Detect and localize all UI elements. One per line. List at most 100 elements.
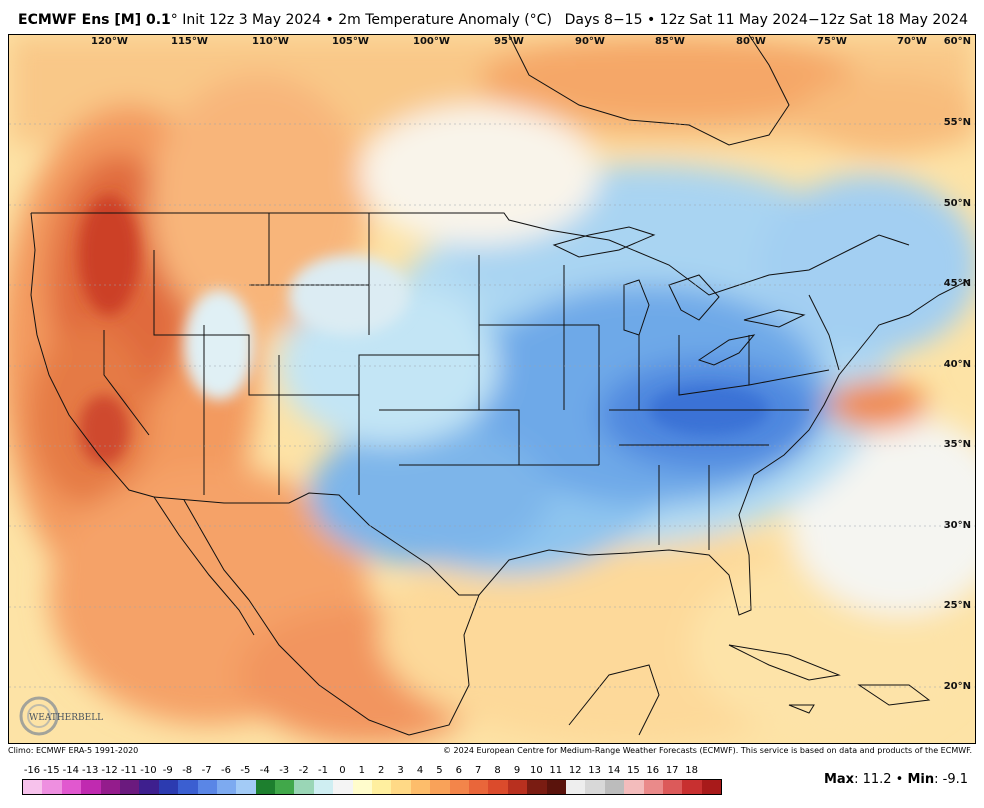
colorbar-swatch: [216, 780, 237, 794]
colorbar-swatch: [333, 780, 353, 794]
min-value: : -9.1: [934, 772, 968, 787]
colorbar-swatch: [100, 780, 120, 794]
max-label: Max: [823, 772, 855, 787]
colorbar-tick-label: -6: [221, 765, 231, 776]
colorbar-swatch: [81, 780, 101, 794]
lat-label: 60°N: [943, 36, 971, 47]
init-info: ° Init 12z 3 May 2024 • 2m Temperature A…: [170, 12, 552, 28]
colorbar-swatch: [255, 780, 276, 794]
colorbar-tick-label: 7: [475, 765, 482, 776]
colorbar-tick-label: -5: [240, 765, 251, 776]
colorbar-tick-label: 6: [455, 765, 462, 776]
header: ECMWF Ens [M] 0.1° Init 12z 3 May 2024 •…: [0, 0, 984, 34]
lon-label: 70°W: [897, 36, 927, 47]
colorbar-tick-label: -7: [201, 765, 212, 776]
colorbar-tick-label: -9: [162, 765, 173, 776]
map-canvas: [9, 35, 975, 743]
colorbar-swatch: [643, 780, 663, 794]
colorbar-swatch: [682, 780, 702, 794]
lon-label: 85°W: [655, 36, 685, 47]
anomaly-field: [9, 35, 975, 743]
title-left: ECMWF Ens [M] 0.1° Init 12z 3 May 2024 •…: [18, 12, 552, 28]
colorbar-tick-label: 13: [588, 765, 601, 776]
colorbar-swatch: [197, 780, 217, 794]
colorbar-tick-label: 3: [397, 765, 404, 776]
colorbar-swatch: [488, 780, 508, 794]
max-value: : 11.2 •: [854, 772, 908, 787]
colorbar-tick-label: 9: [513, 765, 521, 776]
lat-label: 55°N: [943, 117, 971, 128]
colorbar-swatch: [565, 780, 586, 794]
lat-label: 20°N: [943, 681, 971, 692]
boundaries: [30, 35, 970, 736]
colorbar-swatch: [23, 780, 43, 794]
colorbar-swatch: [275, 780, 295, 794]
colorbar-swatch: [410, 780, 431, 794]
caribbean-islands: [728, 644, 931, 714]
colorbar-swatch: [468, 780, 489, 794]
colorbar-tick-label: 4: [416, 765, 424, 776]
colorbar-tick-label: 18: [685, 765, 698, 776]
colorbar-tick-label: -15: [43, 765, 60, 776]
lon-label: 115°W: [171, 36, 208, 47]
colorbar-tick-label: -8: [182, 765, 193, 776]
anomaly-map: 120°W 115°W 110°W 105°W 100°W 95°W 90°W …: [8, 34, 976, 744]
colorbar-swatch: [585, 780, 605, 794]
min-label: Min: [907, 772, 935, 787]
colorbar-tick-label: 17: [665, 765, 679, 776]
colorbar-swatch: [662, 780, 683, 794]
colorbar-tick-label: -16: [23, 765, 41, 776]
colorbar-swatch: [527, 780, 547, 794]
lon-label: 105°W: [332, 36, 369, 47]
colorbar-ticks: -16 -15 -14 -13 -12 -11 -10 -9 -8 -7 -6 -5 -4 -3 -2 -1 0…: [22, 765, 722, 777]
colorbar-tick-label: 1: [358, 765, 365, 776]
colorbar-swatch: [313, 780, 334, 794]
valid-period: Days 8−15 • 12z Sat 11 May 2024−12z Sat …: [564, 12, 968, 28]
lat-label: 45°N: [943, 278, 971, 289]
colorbar-tick-label: 2: [378, 765, 385, 776]
colorbar-swatch: [352, 780, 373, 794]
colorbar-tick-label: 10: [530, 765, 543, 776]
lat-label: 40°N: [943, 359, 971, 370]
lon-label: 90°W: [575, 36, 605, 47]
colorbar-swatch: [546, 780, 566, 794]
colorbar-swatch: [507, 780, 528, 794]
lon-label: 95°W: [494, 36, 524, 47]
colorbar-tick-label: -1: [318, 765, 328, 776]
colorbar-tick-label: 8: [494, 765, 501, 776]
colorbar-tick-label: 14: [607, 765, 621, 776]
colorbar-tick-label: -11: [120, 765, 138, 776]
lon-label: 120°W: [91, 36, 128, 47]
lat-label: 25°N: [943, 600, 971, 611]
colorbar-swatch: [139, 780, 159, 794]
colorbar-swatch: [158, 780, 179, 794]
colorbar-tick-label: -4: [259, 765, 270, 776]
lat-label: 35°N: [943, 439, 971, 450]
colorbar-tick-label: -2: [298, 765, 309, 776]
colorbar-tick-label: 16: [646, 765, 660, 776]
colorbar-swatch: [294, 780, 314, 794]
colorbar-swatch: [701, 780, 722, 794]
colorbar: [22, 779, 723, 795]
model-name: ECMWF Ens [M] 0.1: [18, 12, 171, 28]
colorbar-tick-label: 5: [436, 765, 443, 776]
climo-note: Climo: ECMWF ERA-5 1991-2020: [8, 746, 139, 755]
weatherbell-logo: WEATHERBELL: [15, 695, 105, 737]
colorbar-swatch: [624, 780, 644, 794]
colorbar-swatch: [119, 780, 140, 794]
lon-label: 80°W: [736, 36, 766, 47]
lon-label: 100°W: [413, 36, 450, 47]
colorbar-tick-label: 15: [627, 765, 640, 776]
svg-text:WEATHERBELL: WEATHERBELL: [29, 713, 103, 723]
colorbar-tick-label: 0: [339, 765, 346, 776]
graticule: [9, 123, 975, 688]
lat-label: 30°N: [943, 520, 971, 531]
colorbar-tick-label: -14: [62, 765, 79, 776]
colorbar-tick-label: -3: [279, 765, 290, 776]
colorbar-tick-label: -13: [82, 765, 99, 776]
copyright-note: © 2024 European Centre for Medium-Range …: [443, 746, 972, 755]
colorbar-swatch: [42, 780, 62, 794]
colorbar-swatch: [391, 780, 411, 794]
colorbar-swatch: [236, 780, 256, 794]
colorbar-swatch: [604, 780, 625, 794]
